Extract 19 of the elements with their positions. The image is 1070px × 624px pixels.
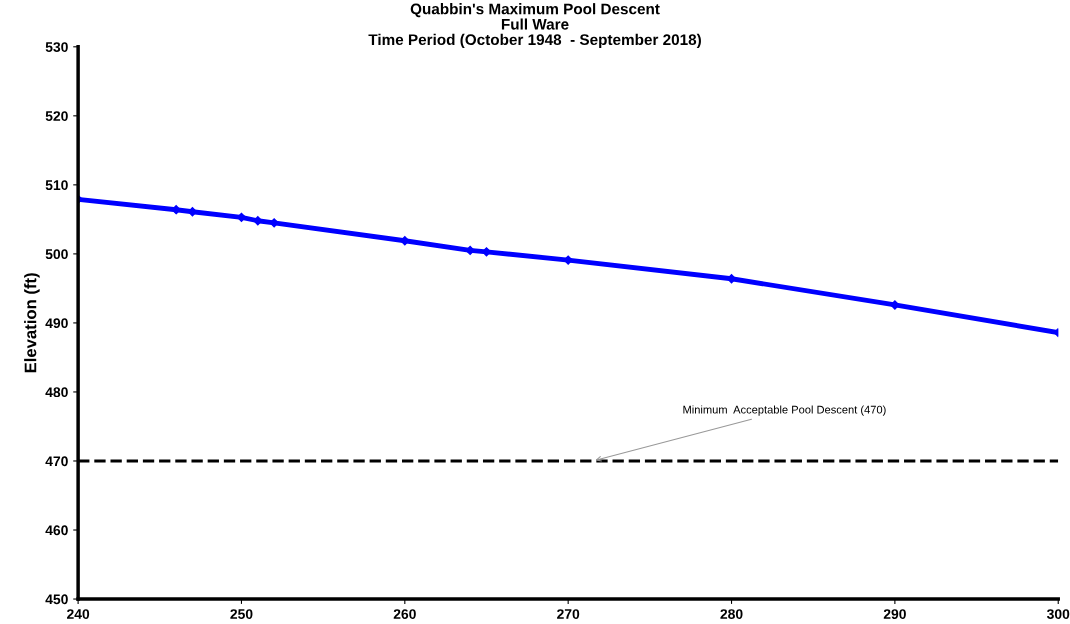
y-tick-label: 530 bbox=[45, 42, 68, 52]
y-tick-label: 470 bbox=[45, 456, 68, 467]
y-axis-title: Elevation (ft) bbox=[24, 273, 40, 373]
y-tick-label: 460 bbox=[45, 525, 68, 536]
x-tick-label: 270 bbox=[557, 609, 580, 619]
y-tick-label: 480 bbox=[45, 387, 68, 398]
x-tick-label: 290 bbox=[883, 609, 906, 619]
y-tick-label: 510 bbox=[45, 180, 68, 191]
x-tick-label: 260 bbox=[393, 609, 416, 619]
y-tick-label: 450 bbox=[45, 594, 68, 605]
x-tick-label: 300 bbox=[1046, 609, 1070, 619]
x-tick-label: 280 bbox=[720, 609, 743, 619]
y-tick-label: 500 bbox=[45, 249, 68, 260]
y-tick-label: 520 bbox=[45, 111, 68, 121]
x-tick-label: 250 bbox=[230, 609, 253, 619]
x-tick-label: 240 bbox=[67, 609, 90, 619]
annotation: Minimum Acceptable Pool Descent (470) bbox=[683, 405, 886, 416]
chart-title: Quabbin's Maximum Pool Descent Full Ware Time Period (October 1948 - September 2018) bbox=[368, 3, 701, 49]
y-tick-label: 490 bbox=[45, 318, 68, 329]
